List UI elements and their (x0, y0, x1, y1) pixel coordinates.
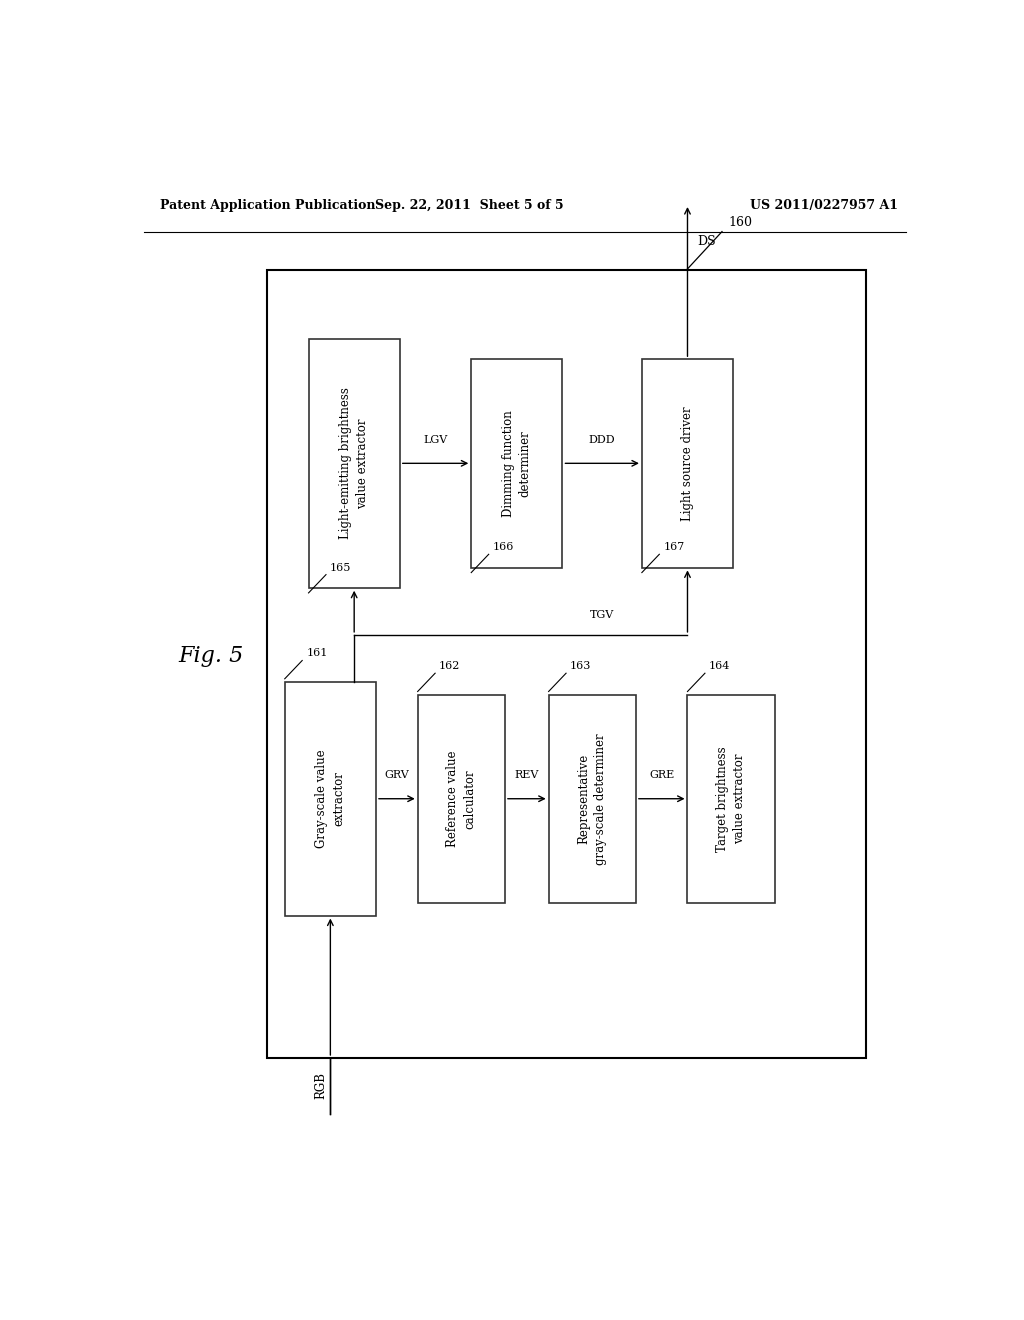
Text: 163: 163 (570, 661, 592, 671)
Text: DS: DS (697, 235, 716, 248)
Text: 166: 166 (493, 543, 514, 552)
Bar (642, 359, 733, 568)
Text: TGV: TGV (590, 610, 614, 619)
Text: 161: 161 (306, 648, 328, 659)
Bar (285, 682, 376, 916)
Text: Representative
gray-scale determiner: Representative gray-scale determiner (578, 733, 607, 865)
Bar (267, 271, 866, 1057)
Text: 167: 167 (664, 543, 684, 552)
Text: DDD: DDD (589, 436, 615, 445)
Text: Fig. 5: Fig. 5 (179, 645, 244, 668)
Text: 164: 164 (709, 661, 730, 671)
Text: Light source driver: Light source driver (681, 407, 694, 520)
Text: GRE: GRE (649, 771, 675, 780)
Text: GRV: GRV (384, 771, 410, 780)
Text: Patent Application Publication: Patent Application Publication (160, 198, 375, 211)
Text: Dimming function
determiner: Dimming function determiner (502, 411, 531, 516)
Text: Reference value
calculator: Reference value calculator (446, 751, 476, 847)
Text: Target brightness
value extractor: Target brightness value extractor (716, 746, 746, 851)
Text: 160: 160 (728, 215, 753, 228)
Text: US 2011/0227957 A1: US 2011/0227957 A1 (750, 198, 898, 211)
Text: LGV: LGV (423, 436, 447, 445)
Text: 162: 162 (439, 661, 461, 671)
Text: Gray-scale value
extractor: Gray-scale value extractor (315, 750, 345, 847)
Bar (549, 694, 636, 903)
Text: 165: 165 (330, 562, 351, 573)
Bar (418, 694, 505, 903)
Bar (308, 339, 399, 587)
Bar (471, 359, 562, 568)
Bar (687, 694, 775, 903)
Text: RGB: RGB (314, 1072, 328, 1100)
Text: REV: REV (515, 771, 539, 780)
Text: Light-emitting brightness
value extractor: Light-emitting brightness value extracto… (339, 387, 370, 540)
Text: Sep. 22, 2011  Sheet 5 of 5: Sep. 22, 2011 Sheet 5 of 5 (375, 198, 563, 211)
